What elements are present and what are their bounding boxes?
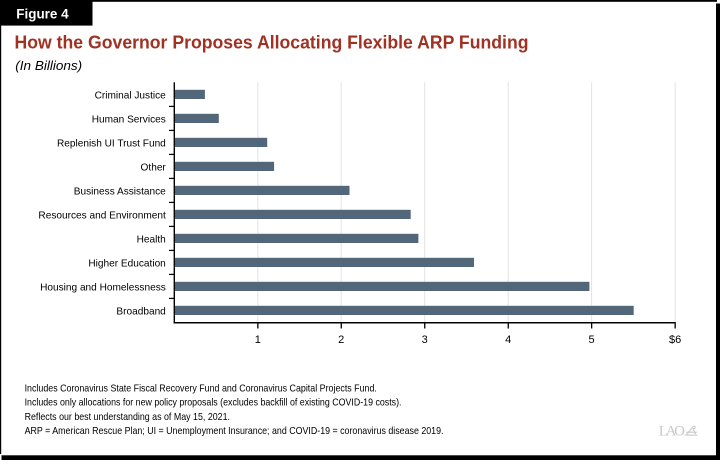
svg-text:2: 2 [338,334,344,346]
svg-text:Housing and Homelessness: Housing and Homelessness [40,283,166,294]
svg-text:Resources and Environment: Resources and Environment [38,211,166,222]
svg-text:Includes only allocations for: Includes only allocations for new policy… [25,397,402,409]
svg-text:$6: $6 [669,334,681,346]
svg-text:Human Services: Human Services [92,115,166,126]
svg-text:1: 1 [255,334,261,346]
svg-text:Criminal Justice: Criminal Justice [95,91,167,102]
svg-text:ARP = American Rescue Plan; UI: ARP = American Rescue Plan; UI = Unemplo… [25,425,444,437]
svg-text:LAO: LAO [659,423,685,439]
svg-text:5: 5 [589,334,595,346]
svg-text:4: 4 [505,334,511,346]
svg-text:Higher Education: Higher Education [88,259,165,270]
svg-text:Business Assistance: Business Assistance [74,187,166,198]
svg-text:Reflects our best understandin: Reflects our best understanding as of Ma… [25,411,230,423]
svg-text:(In Billions): (In Billions) [15,59,82,73]
svg-text:Health: Health [137,235,166,246]
svg-text:How the Governor Proposes Allo: How the Governor Proposes Allocating Fle… [15,32,529,52]
svg-text:Broadband: Broadband [116,307,165,318]
svg-text:Includes Coronavirus State Fis: Includes Coronavirus State Fiscal Recove… [25,382,377,394]
svg-text:Figure 4: Figure 4 [16,6,68,22]
svg-text:Replenish UI Trust Fund: Replenish UI Trust Fund [57,139,166,150]
svg-text:3: 3 [422,334,428,346]
svg-text:Other: Other [141,163,167,174]
